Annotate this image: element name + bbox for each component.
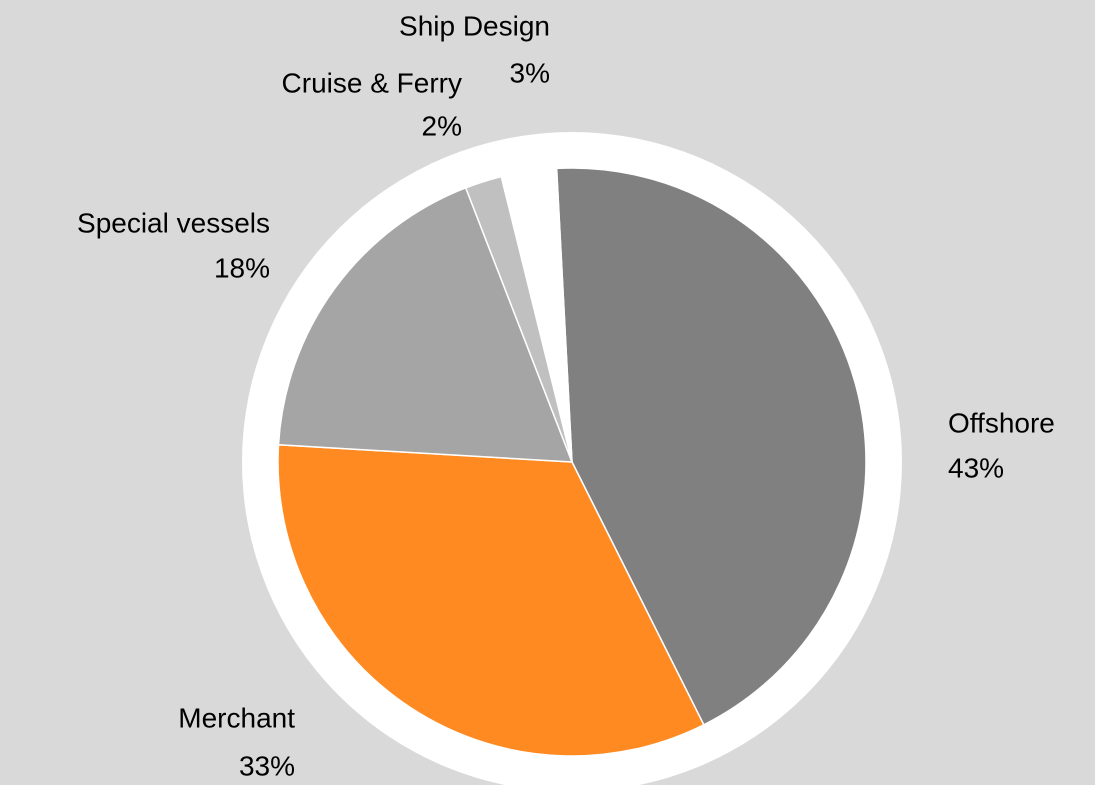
slice-value-label: 2% xyxy=(422,110,462,141)
pie-slice xyxy=(277,186,574,463)
slice-label: Merchant xyxy=(178,702,295,733)
slice-label: Offshore xyxy=(948,407,1055,438)
pie-slice xyxy=(277,443,705,757)
pie-slice xyxy=(500,167,573,463)
slice-value-label: 43% xyxy=(948,452,1004,483)
pie-slice xyxy=(555,167,867,726)
slice-label: Cruise & Ferry xyxy=(282,67,462,98)
slice-value-label: 33% xyxy=(239,750,295,781)
slice-value-label: 3% xyxy=(510,57,550,88)
slice-value-label: 18% xyxy=(214,252,270,283)
slice-label: Special vessels xyxy=(77,207,270,238)
slice-label: Ship Design xyxy=(399,10,550,41)
